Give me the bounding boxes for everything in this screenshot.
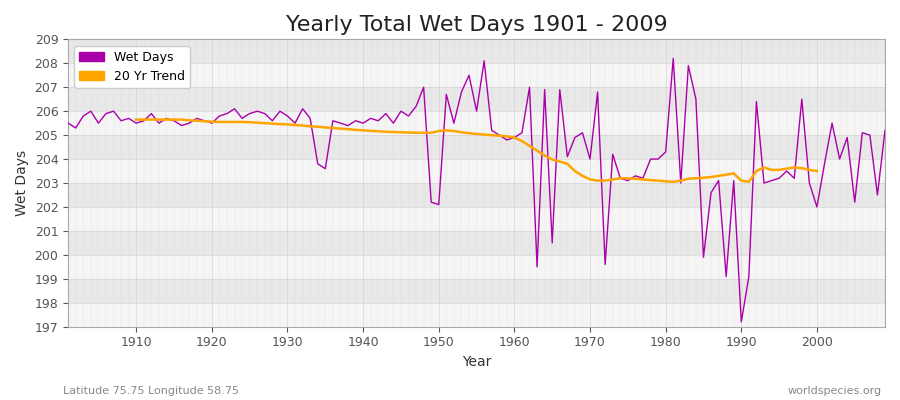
Bar <box>68 255 885 279</box>
Bar <box>68 279 885 303</box>
Y-axis label: Wet Days: Wet Days <box>15 150 29 216</box>
Bar <box>68 183 885 207</box>
Bar <box>68 231 885 255</box>
Text: Latitude 75.75 Longitude 58.75: Latitude 75.75 Longitude 58.75 <box>63 386 239 396</box>
Bar <box>68 111 885 135</box>
Bar <box>68 159 885 183</box>
Text: worldspecies.org: worldspecies.org <box>788 386 882 396</box>
X-axis label: Year: Year <box>462 355 491 369</box>
Bar <box>68 207 885 231</box>
Legend: Wet Days, 20 Yr Trend: Wet Days, 20 Yr Trend <box>75 46 191 88</box>
Bar <box>68 87 885 111</box>
Bar <box>68 63 885 87</box>
Title: Yearly Total Wet Days 1901 - 2009: Yearly Total Wet Days 1901 - 2009 <box>285 15 668 35</box>
Bar <box>68 39 885 63</box>
Bar <box>68 135 885 159</box>
Bar <box>68 303 885 327</box>
